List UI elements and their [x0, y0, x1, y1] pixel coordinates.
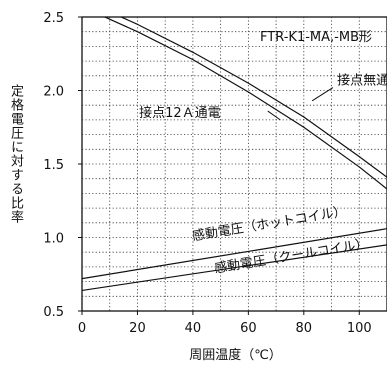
leader-line-1 [311, 87, 334, 102]
annotation-label-1: 接点無通電 [337, 73, 387, 89]
chart-title: FTR-K1-MA,-MB形 [260, 30, 372, 45]
annotation-label-2: 接点12Ａ通電 [139, 105, 221, 121]
series-line-4 [82, 244, 387, 292]
x-tick-label: 0 [78, 321, 86, 336]
x-axis-label-text: 周囲温度（℃） [189, 348, 282, 363]
x-tick-label: 60 [240, 321, 257, 336]
annotations: 接点無通電接点12Ａ通電感動電圧（ホットコイル）感動電圧（クールコイル） [139, 73, 387, 277]
x-tick-label: 80 [296, 321, 313, 336]
y-tick-label: 2.0 [43, 85, 64, 100]
series-line-1 [119, 17, 387, 178]
series-line-2 [103, 17, 387, 190]
y-axis: 0.5 1.0 1.5 2.0 2.5 [43, 11, 82, 320]
x-tick-label: 20 [129, 321, 146, 336]
annotation-label-4: 感動電圧（クールコイル） [213, 236, 369, 277]
x-axis-label: 周囲温度（℃） [0, 344, 387, 363]
y-tick-label: 1.5 [43, 158, 64, 173]
y-axis-label: 定格電圧に対する比率 [8, 84, 23, 224]
annotation-leaders [267, 87, 334, 121]
y-tick-label: 2.5 [43, 11, 64, 26]
annotation-label-3: 感動電圧（ホットコイル） [191, 203, 348, 244]
x-tick-label: 100 [347, 321, 372, 336]
series-lines [82, 17, 387, 292]
y-tick-label: 1.0 [43, 232, 64, 247]
x-axis: 0 20 40 60 80 100 [78, 311, 372, 336]
series-line-3 [82, 228, 387, 280]
y-tick-label: 0.5 [43, 305, 64, 320]
leader-line-2 [267, 110, 281, 121]
x-tick-label: 40 [185, 321, 202, 336]
